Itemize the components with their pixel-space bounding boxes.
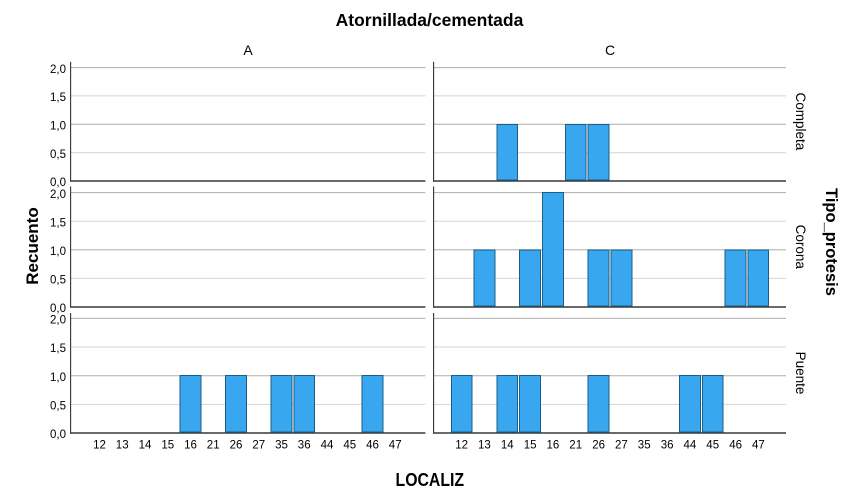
svg-text:35: 35 <box>638 439 651 451</box>
svg-text:C: C <box>605 42 615 58</box>
svg-text:14: 14 <box>501 439 514 451</box>
svg-text:Recuento: Recuento <box>23 207 42 284</box>
svg-text:12: 12 <box>455 439 468 451</box>
svg-text:26: 26 <box>592 439 605 451</box>
svg-text:LOCALIZ: LOCALIZ <box>396 470 465 490</box>
svg-text:16: 16 <box>547 439 560 451</box>
svg-text:16: 16 <box>184 439 197 451</box>
svg-text:2,0: 2,0 <box>50 315 66 327</box>
svg-text:36: 36 <box>661 439 674 451</box>
svg-text:0,0: 0,0 <box>50 429 66 441</box>
svg-text:27: 27 <box>615 439 628 451</box>
svg-text:36: 36 <box>298 439 311 451</box>
svg-text:A: A <box>243 42 253 58</box>
svg-text:47: 47 <box>389 439 402 451</box>
svg-text:1,5: 1,5 <box>50 217 66 229</box>
svg-text:35: 35 <box>275 439 288 451</box>
svg-text:46: 46 <box>366 439 379 451</box>
svg-text:0,0: 0,0 <box>50 177 66 189</box>
svg-text:45: 45 <box>706 439 719 451</box>
svg-text:Corona: Corona <box>793 225 808 270</box>
svg-text:2,0: 2,0 <box>50 64 66 76</box>
svg-text:46: 46 <box>729 439 742 451</box>
svg-text:0,5: 0,5 <box>50 401 66 413</box>
svg-text:15: 15 <box>524 439 537 451</box>
svg-text:27: 27 <box>252 439 265 451</box>
svg-text:1,5: 1,5 <box>50 92 66 104</box>
svg-text:13: 13 <box>116 439 129 451</box>
svg-text:Completa: Completa <box>793 93 808 151</box>
svg-text:0,5: 0,5 <box>50 275 66 287</box>
svg-text:47: 47 <box>752 439 765 451</box>
svg-text:15: 15 <box>161 439 174 451</box>
svg-text:2,0: 2,0 <box>50 189 66 201</box>
svg-text:21: 21 <box>207 439 220 451</box>
svg-text:26: 26 <box>230 439 243 451</box>
svg-text:12: 12 <box>93 439 106 451</box>
svg-text:1,0: 1,0 <box>50 372 66 384</box>
svg-text:45: 45 <box>343 439 356 451</box>
svg-text:1,5: 1,5 <box>50 343 66 355</box>
svg-text:13: 13 <box>478 439 491 451</box>
svg-text:1,0: 1,0 <box>50 246 66 258</box>
svg-text:Atornillada/cementada: Atornillada/cementada <box>336 10 524 30</box>
svg-text:Puente: Puente <box>793 352 808 395</box>
svg-text:0,0: 0,0 <box>50 303 66 315</box>
svg-text:0,5: 0,5 <box>50 149 66 161</box>
svg-text:21: 21 <box>569 439 582 451</box>
svg-text:Tipo_protesis: Tipo_protesis <box>822 188 840 296</box>
svg-text:44: 44 <box>684 439 697 451</box>
svg-text:1,0: 1,0 <box>50 121 66 133</box>
svg-text:14: 14 <box>139 439 152 451</box>
svg-text:44: 44 <box>321 439 334 451</box>
